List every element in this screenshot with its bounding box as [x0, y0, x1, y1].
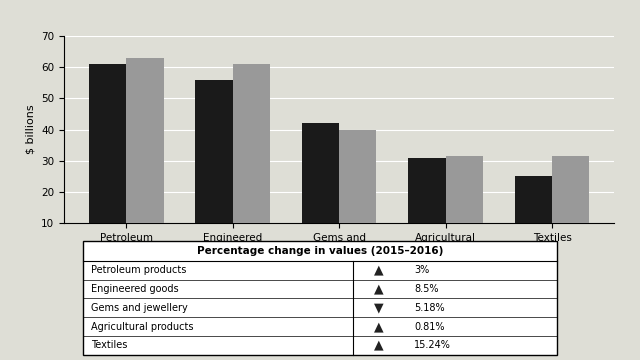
Bar	[408, 158, 445, 255]
Text: Gems and jewellery: Gems and jewellery	[91, 303, 188, 313]
Bar	[445, 156, 483, 255]
Bar	[233, 64, 270, 255]
FancyBboxPatch shape	[83, 241, 557, 355]
Text: 15.24%: 15.24%	[414, 340, 451, 350]
Text: Engineered goods: Engineered goods	[91, 284, 179, 294]
X-axis label: Product Category: Product Category	[281, 261, 397, 274]
Text: Percentage change in values (2015–2016): Percentage change in values (2015–2016)	[197, 246, 443, 256]
Text: 8.5%: 8.5%	[414, 284, 438, 294]
Bar	[339, 130, 376, 255]
Bar	[302, 123, 339, 255]
Bar	[195, 80, 233, 255]
Text: Textiles: Textiles	[91, 340, 127, 350]
Bar	[126, 58, 164, 255]
Bar	[515, 176, 552, 255]
Text: 3%: 3%	[414, 265, 429, 275]
Y-axis label: $ billions: $ billions	[26, 105, 36, 154]
Text: ▲: ▲	[374, 320, 383, 333]
Text: ▼: ▼	[374, 301, 383, 314]
Text: Agricultural products: Agricultural products	[91, 321, 193, 332]
Bar	[552, 156, 589, 255]
Text: ▲: ▲	[374, 339, 383, 352]
Text: 0.81%: 0.81%	[414, 321, 444, 332]
Bar	[89, 64, 126, 255]
Text: ▲: ▲	[374, 283, 383, 296]
Text: Petroleum products: Petroleum products	[91, 265, 186, 275]
Text: 5.18%: 5.18%	[414, 303, 445, 313]
Text: ▲: ▲	[374, 264, 383, 277]
